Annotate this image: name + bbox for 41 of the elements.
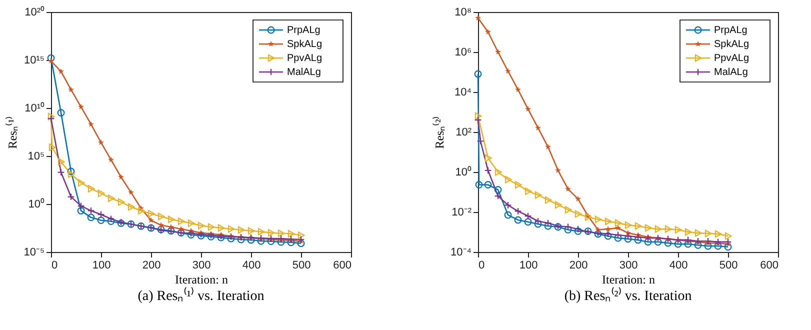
x-tick-label: 600	[760, 260, 778, 272]
y-axis-title: Resₙ⁽¹⁾	[6, 116, 20, 149]
x-tick-label: 0	[52, 260, 58, 272]
x-tick-label: 500	[292, 260, 311, 272]
x-tick-label: 200	[569, 260, 588, 272]
legend-label: MalALg	[714, 67, 748, 78]
y-tick-label: 10²	[456, 126, 472, 138]
y-tick-label: 10¹⁰	[24, 102, 44, 114]
legend-label: SpkALg	[287, 39, 322, 50]
x-tick-label: 600	[333, 260, 352, 272]
x-tick-label: 500	[719, 260, 738, 272]
y-tick-label: 10⁰	[455, 166, 472, 178]
y-axis-title: Resₙ⁽²⁾	[432, 116, 447, 149]
x-tick-label: 400	[242, 260, 261, 272]
legend-label: PpvALg	[714, 53, 750, 64]
y-tick-label: 10⁻⁴	[450, 246, 472, 258]
x-tick-label: 300	[619, 260, 638, 272]
y-tick-label: 10⁻⁵	[24, 246, 44, 258]
legend-label: PrpALg	[287, 25, 320, 36]
x-axis-title: Iteration: n	[602, 272, 655, 286]
y-tick-label: 10⁸	[454, 6, 472, 18]
x-tick-label: 0	[478, 260, 485, 272]
legend-label: PrpALg	[714, 25, 748, 36]
y-tick-label: 10⁵	[28, 150, 44, 162]
text: (b) Resₙ⁽²⁾ vs. Iteration	[564, 287, 692, 304]
x-tick-label: 100	[92, 260, 111, 272]
x-tick-label: 200	[142, 260, 161, 272]
text: (a) Resₙ⁽¹⁾ vs. Iteration	[138, 287, 264, 304]
legend-label: SpkALg	[714, 39, 750, 50]
legend-label: MalALg	[287, 67, 321, 78]
x-tick-label: 100	[519, 260, 538, 272]
y-tick-label: 10⁻²	[452, 206, 472, 218]
y-tick-label: 10⁶	[454, 46, 472, 58]
x-tick-label: 400	[669, 260, 688, 272]
x-axis-title: Iteration: n	[175, 272, 228, 286]
y-tick-label: 10⁰	[28, 198, 44, 210]
legend-label: PpvALg	[287, 53, 322, 64]
y-tick-label: 10¹⁵	[24, 54, 44, 66]
x-tick-label: 300	[192, 260, 211, 272]
y-tick-label: 10²⁰	[24, 6, 44, 18]
y-tick-label: 10⁴	[454, 86, 472, 98]
